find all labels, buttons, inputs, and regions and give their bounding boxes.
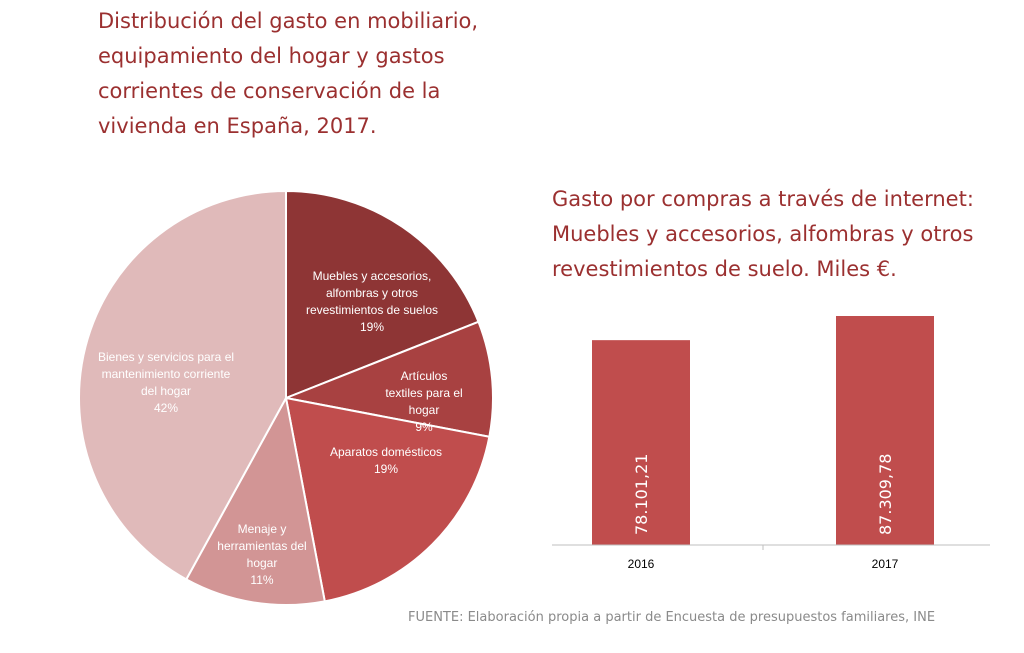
bar-title-line-1: Gasto por compras a través de internet: xyxy=(552,187,974,211)
pie-slice-1 xyxy=(285,189,480,400)
bar-value-label-2016: 78.101,21 xyxy=(632,454,651,535)
pie-title-line-3: corrientes de conservación de la xyxy=(98,79,441,103)
pie-chart-title: Distribución del gasto en mobiliario, equ… xyxy=(98,4,478,144)
pie-slice-5 xyxy=(78,189,287,581)
bar-title-line-2: Muebles y accesorios, alfombras y otros xyxy=(552,222,974,246)
pie-slice-label-3: Aparatos domésticos 19% xyxy=(330,445,442,476)
pie-slice-label-1: Muebles y accesorios, alfombras y otros re… xyxy=(306,269,438,334)
bar-chart: 78.101,21 2016 87.309,78 2017 xyxy=(552,316,990,571)
bar-value-label-2017: 87.309,78 xyxy=(876,454,895,535)
pie-slice-4 xyxy=(184,395,326,606)
pie-title-line-4: vivienda en España, 2017. xyxy=(98,114,377,138)
source-note: FUENTE: Elaboración propia a partir de E… xyxy=(408,610,936,625)
pie-slice-label-4: Menaje y herramientas del hogar 11% xyxy=(217,522,306,587)
pie-slice-label-2: Artículos textiles para el hogar 9% xyxy=(385,369,462,434)
pie-title-line-1: Distribución del gasto en mobiliario, xyxy=(98,9,479,33)
pie-slice-3 xyxy=(284,396,491,603)
bar-chart-title: Gasto por compras a través de internet: M… xyxy=(552,182,974,287)
pie-slice-2 xyxy=(282,320,494,438)
pie-slice-label-5: Bienes y servicios para el mantenimiento … xyxy=(98,350,234,415)
x-tick-label-2017: 2017 xyxy=(872,557,899,571)
bar-title-line-3: revestimientos de suelo. Miles €. xyxy=(552,257,897,281)
pie-chart: Muebles y accesorios, alfombras y otros re… xyxy=(78,189,494,606)
pie-title-line-2: equipamiento del hogar y gastos xyxy=(98,44,445,68)
x-tick-label-2016: 2016 xyxy=(628,557,655,571)
bar-2016 xyxy=(592,340,690,545)
bar-2017 xyxy=(836,316,934,545)
